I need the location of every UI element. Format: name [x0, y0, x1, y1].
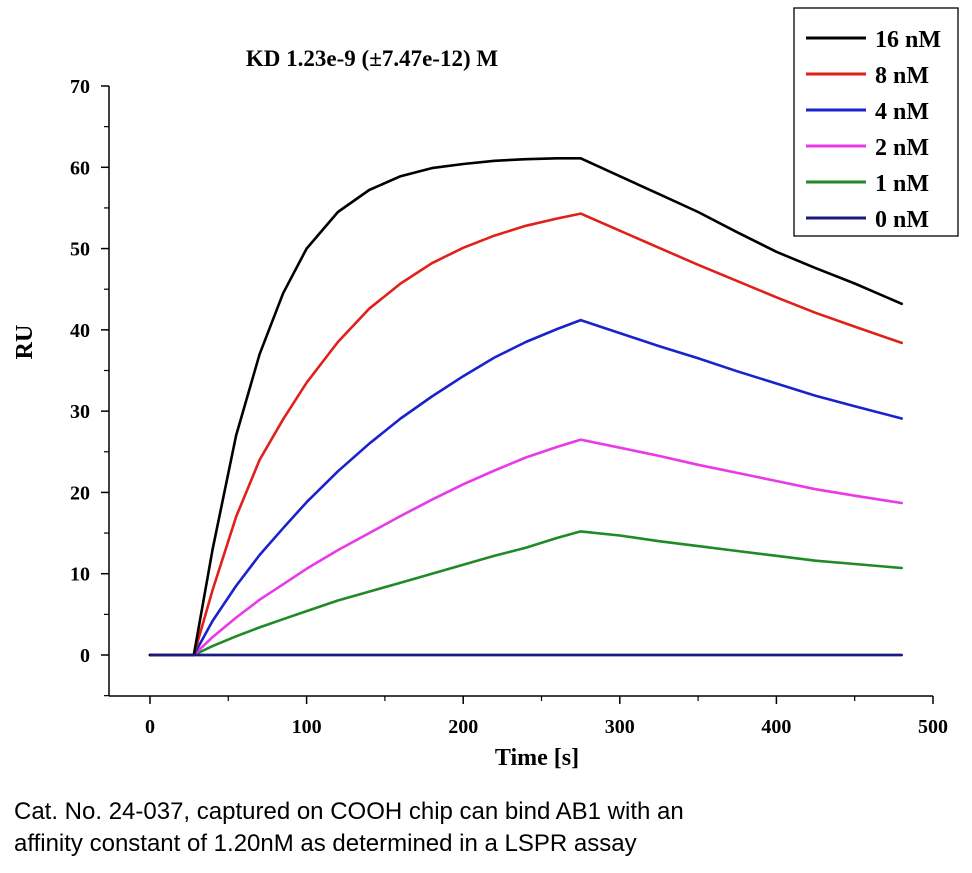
legend: 16 nM 8 nM 4 nM 2 nM 1 nM 0 nM: [793, 7, 959, 237]
series-line-4-nm: [148, 318, 904, 657]
y-tick-label: 30: [70, 401, 90, 423]
legend-label: 0 nM: [875, 207, 929, 233]
y-tick-label: 60: [70, 157, 90, 179]
y-axis-title: RU: [12, 325, 38, 360]
caption-line-1: Cat. No. 24-037, captured on COOH chip c…: [14, 798, 684, 825]
axis-ticks: 0 10 20 30 40 50 60 70 0 100 200 300 400 500: [70, 76, 948, 738]
legend-label: 4 nM: [875, 99, 929, 125]
x-tick-label: 200: [448, 716, 478, 738]
y-tick-label: 10: [70, 564, 90, 586]
figure-caption: Cat. No. 24-037, captured on COOH chip c…: [14, 796, 954, 860]
y-tick-label: 40: [70, 320, 90, 342]
x-tick-label: 500: [918, 716, 948, 738]
legend-label: 2 nM: [875, 135, 929, 161]
legend-label: 8 nM: [875, 63, 929, 89]
y-tick-label: 20: [70, 482, 90, 504]
chart-title: KD 1.23e-9 (±7.47e-12) M: [246, 46, 498, 71]
x-tick-label: 300: [605, 716, 635, 738]
x-tick-label: 100: [292, 716, 322, 738]
binding-kinetics-chart: 0 10 20 30 40 50 60 70 0 100 200 300 400 500 KD 1.23e…: [12, 7, 959, 771]
series-line-1-nm: [148, 530, 904, 657]
series-line-16-nm: [148, 157, 904, 657]
x-tick-label: 0: [145, 716, 155, 738]
series-line-2-nm: [148, 438, 904, 657]
y-tick-label: 50: [70, 239, 90, 261]
series-lines: [148, 157, 904, 657]
x-axis-title: Time [s]: [495, 745, 579, 771]
legend-label: 1 nM: [875, 171, 929, 197]
y-tick-label: 0: [80, 645, 90, 667]
series-line-8-nm: [148, 212, 904, 657]
legend-label: 16 nM: [875, 27, 941, 53]
legend-box: [793, 7, 959, 237]
caption-line-2: affinity constant of 1.20nM as determine…: [14, 830, 637, 857]
x-tick-label: 400: [761, 716, 791, 738]
y-tick-label: 70: [70, 76, 90, 98]
